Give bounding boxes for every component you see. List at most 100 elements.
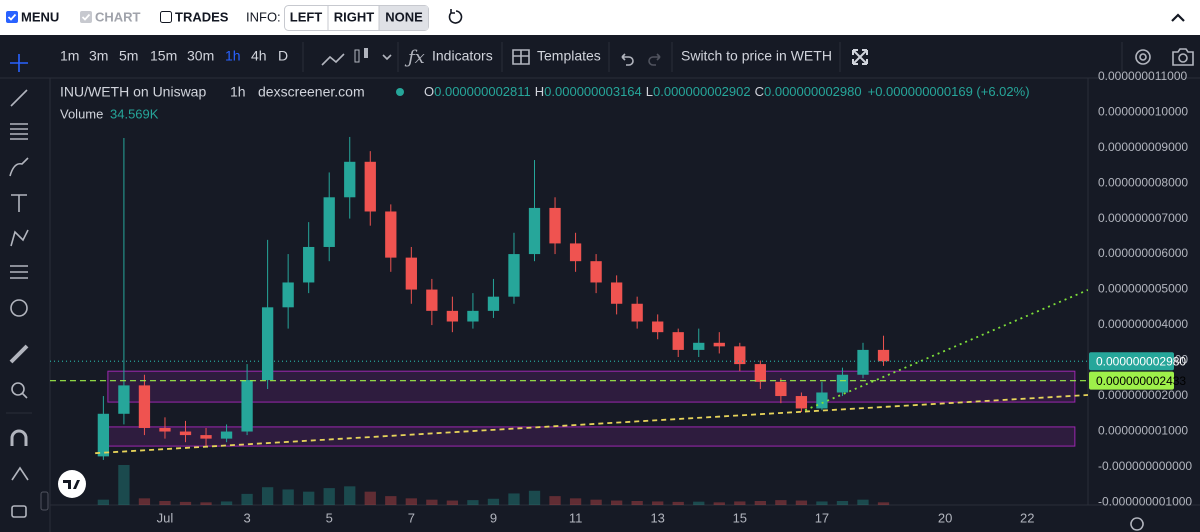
interval-button[interactable]: 3m: [89, 48, 108, 64]
info-left[interactable]: LEFT: [290, 9, 323, 24]
screenshot-icon[interactable]: [1172, 48, 1194, 66]
indicators-button[interactable]: Indicators: [432, 48, 493, 64]
lock-tool[interactable]: [11, 505, 27, 518]
candle-body: [426, 289, 438, 311]
volume-bar: [118, 465, 130, 505]
indicators-icon[interactable]: ƒx: [404, 47, 425, 68]
candle-style-icon[interactable]: [364, 48, 368, 58]
ohlc-change: +0.000000000169 (+6.02%): [868, 84, 1030, 99]
volume-bar: [282, 489, 294, 505]
ohlc-value: 0.000000002811: [434, 84, 531, 99]
volume-bar: [200, 502, 212, 505]
templates-icon[interactable]: [512, 49, 530, 65]
chart-label[interactable]: CHART: [95, 9, 141, 24]
y-tick-label: 0.000000010000: [1098, 104, 1188, 118]
trendline: [95, 394, 1088, 455]
menu-checkbox[interactable]: [6, 11, 18, 23]
crosshair-tool[interactable]: [10, 54, 28, 72]
chart-checkbox[interactable]: [80, 11, 92, 23]
volume-bar: [220, 501, 233, 505]
trades-label[interactable]: TRADES: [175, 9, 229, 24]
icon-tool[interactable]: [10, 299, 28, 317]
sidebar-toggle[interactable]: [40, 491, 49, 511]
candle-body: [857, 349, 869, 375]
interval-button[interactable]: 30m: [187, 48, 214, 64]
info-selected: [379, 6, 428, 30]
candle-body: [303, 246, 315, 283]
text-tool[interactable]: [11, 194, 27, 212]
top-bar: [0, 0, 1200, 35]
volume-bar: [631, 501, 643, 505]
y-tick-label: 0.000000001000: [1098, 424, 1188, 438]
price-badge: [1089, 352, 1174, 371]
line-style-icon[interactable]: [321, 53, 345, 66]
lock-draw-tool[interactable]: [11, 466, 29, 481]
candle-body: [816, 392, 828, 409]
zone-box: [107, 426, 1076, 447]
volume-bar: [385, 496, 397, 505]
pair-title: INU/WETH on Uniswap: [60, 84, 206, 100]
x-tick-label: 11: [569, 510, 583, 525]
switch-price-button[interactable]: Switch to price in WETH: [681, 48, 832, 64]
settings-icon[interactable]: [1135, 49, 1151, 65]
ohlc-key: L: [646, 84, 653, 99]
volume-bar: [405, 498, 417, 505]
candle-body: [549, 207, 561, 244]
check: [81, 13, 91, 21]
volume-bar: [795, 500, 808, 505]
candle-body: [652, 321, 664, 333]
volume-bar: [159, 501, 171, 505]
interval-button[interactable]: 1h: [225, 48, 241, 64]
candle-body: [610, 282, 623, 304]
interval-button[interactable]: D: [278, 48, 288, 64]
y-tick-label: 0.000000005000: [1098, 282, 1188, 296]
interval-button[interactable]: 1m: [60, 48, 79, 64]
candle-body: [775, 381, 787, 397]
magnet-tool[interactable]: [10, 429, 28, 446]
prediction-tool[interactable]: [10, 265, 28, 279]
interval-button[interactable]: 15m: [150, 48, 177, 64]
x-tick-label: 7: [408, 510, 415, 525]
volume-bar: [652, 501, 664, 505]
candle-body: [241, 380, 253, 432]
x-tick-label: 22: [1020, 510, 1034, 525]
undo-icon[interactable]: [621, 53, 634, 66]
zoom-tool[interactable]: [11, 382, 25, 396]
interval-button[interactable]: 5m: [119, 48, 138, 64]
candle-body: [364, 161, 376, 212]
interval-button[interactable]: 4h: [251, 48, 267, 64]
volume-bar: [857, 499, 869, 505]
redo-icon[interactable]: [648, 53, 661, 66]
ohlc-key: O: [424, 84, 434, 99]
volume-value: 34.569K: [110, 106, 159, 121]
volume-bar: [303, 491, 315, 505]
volume-bar: [590, 499, 602, 505]
info-right[interactable]: RIGHT: [334, 9, 375, 24]
menu-label[interactable]: MENU: [21, 9, 59, 24]
trendline-tool[interactable]: [10, 89, 28, 107]
trades-checkbox[interactable]: [160, 11, 172, 23]
candle-body: [97, 413, 110, 457]
brush-tool[interactable]: [9, 157, 29, 177]
reset-icon[interactable]: [448, 9, 463, 24]
candle-body: [754, 364, 766, 382]
candle-body: [569, 243, 582, 262]
chevron[interactable]: [382, 54, 392, 61]
collapse-icon[interactable]: [1171, 13, 1185, 22]
measure-tool[interactable]: [9, 344, 29, 364]
candle-style-icon[interactable]: [354, 49, 360, 63]
axis-settings-icon[interactable]: [1130, 517, 1144, 531]
volume-bar: [569, 498, 582, 505]
info-none[interactable]: NONE: [385, 9, 423, 24]
volume-bar: [775, 500, 787, 505]
pattern-tool[interactable]: [10, 229, 29, 247]
x-tick-label: 17: [815, 510, 829, 525]
volume-bar: [179, 501, 192, 505]
candle-body: [323, 197, 335, 247]
templates-button[interactable]: Templates: [537, 48, 601, 64]
fib-tool[interactable]: [10, 123, 28, 140]
source: dexscreener.com: [258, 84, 365, 100]
volume-bar: [344, 486, 356, 505]
fullscreen-icon[interactable]: [852, 49, 868, 65]
